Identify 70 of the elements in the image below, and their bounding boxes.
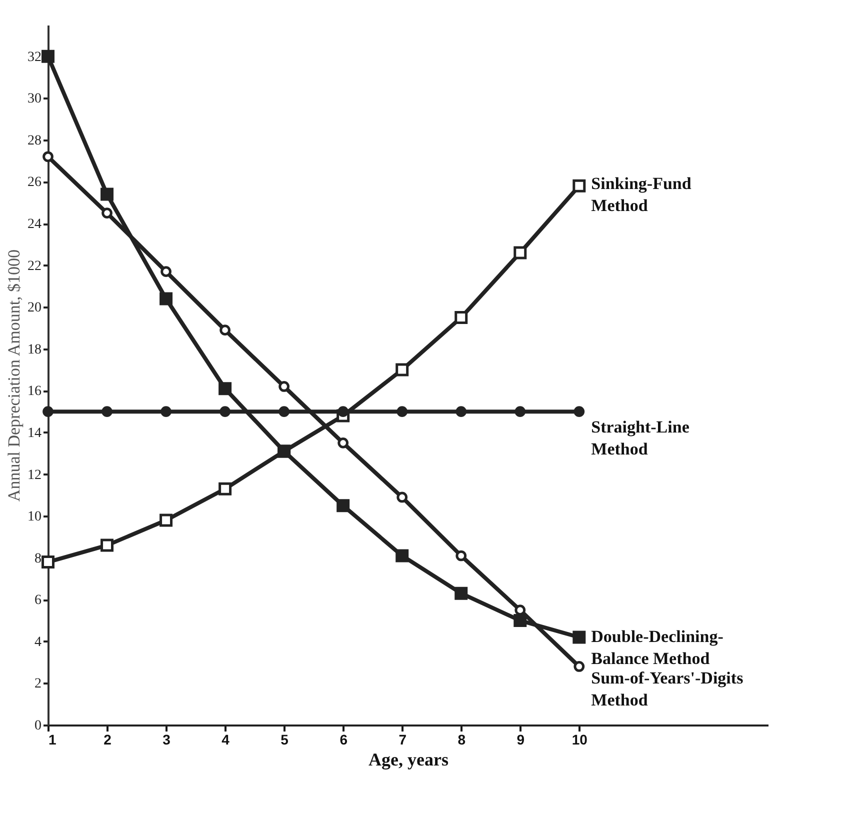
y-tick-label: 28 bbox=[28, 133, 42, 148]
point bbox=[160, 514, 173, 527]
point bbox=[218, 382, 232, 396]
point bbox=[574, 661, 585, 672]
y-tick-label: 32 bbox=[28, 50, 42, 65]
point bbox=[396, 406, 408, 417]
point bbox=[454, 586, 468, 600]
point bbox=[42, 556, 54, 569]
point bbox=[220, 406, 230, 417]
point bbox=[456, 550, 467, 562]
x-tick-label: 5 bbox=[280, 732, 289, 748]
y-tick-label: 12 bbox=[28, 468, 42, 483]
point bbox=[572, 630, 586, 644]
y-tick-label: 18 bbox=[28, 342, 42, 358]
x-tick-label: 3 bbox=[162, 732, 171, 748]
x-tick-label: 9 bbox=[516, 732, 525, 748]
point bbox=[42, 406, 54, 417]
point bbox=[514, 604, 526, 616]
point bbox=[574, 406, 585, 417]
y-tick-label: 24 bbox=[28, 217, 42, 232]
y-tick-label: 6 bbox=[34, 593, 42, 608]
x-tick-label: 8 bbox=[458, 732, 466, 748]
y-tick-label: 0 bbox=[34, 718, 42, 734]
y-tick-label: 20 bbox=[28, 300, 42, 316]
point bbox=[572, 179, 586, 192]
point bbox=[160, 406, 172, 417]
point bbox=[514, 246, 527, 260]
y-tick-label: 22 bbox=[28, 258, 42, 274]
point bbox=[278, 406, 290, 417]
point bbox=[338, 437, 349, 448]
y-tick-label: 2 bbox=[34, 676, 42, 692]
point bbox=[42, 50, 54, 63]
point bbox=[278, 381, 290, 392]
point bbox=[396, 363, 409, 376]
series-label: Straight-Line Method bbox=[591, 418, 690, 459]
point bbox=[454, 311, 468, 324]
point bbox=[160, 266, 172, 277]
y-tick-label: 4 bbox=[34, 634, 42, 650]
point bbox=[220, 324, 230, 336]
point bbox=[396, 492, 408, 503]
x-tick-label: 4 bbox=[222, 732, 230, 748]
point bbox=[514, 406, 526, 417]
point bbox=[100, 538, 114, 552]
x-tick-label: 2 bbox=[104, 732, 112, 748]
point bbox=[42, 151, 54, 162]
point bbox=[102, 406, 112, 417]
x-tick-label: 6 bbox=[340, 732, 348, 748]
x-tick-label: 1 bbox=[48, 732, 56, 748]
series-label: Sinking-Fund Method bbox=[591, 174, 692, 215]
point bbox=[456, 406, 467, 417]
point bbox=[218, 482, 232, 496]
series-label: Sum-of-Years'-Digits Method bbox=[591, 668, 744, 710]
x-tick-label: 7 bbox=[398, 732, 407, 748]
point bbox=[396, 549, 409, 562]
y-tick-label: 30 bbox=[28, 92, 42, 107]
y-axis-title: Annual Depreciation Amount, $1000 bbox=[4, 249, 24, 502]
series-label: Double-Declining- Balance Method bbox=[591, 627, 724, 668]
y-tick-label: 16 bbox=[28, 384, 42, 400]
point bbox=[338, 406, 349, 417]
y-tick-label: 8 bbox=[34, 551, 42, 566]
x-tick-label: 10 bbox=[572, 732, 588, 748]
y-tick-label: 26 bbox=[28, 175, 42, 190]
point bbox=[160, 292, 173, 306]
point bbox=[514, 614, 527, 628]
point bbox=[102, 208, 112, 218]
y-tick-label: 14 bbox=[28, 426, 42, 441]
point bbox=[100, 188, 114, 201]
x-axis-title: Age, years bbox=[368, 750, 448, 770]
point bbox=[336, 499, 350, 512]
y-tick-label: 10 bbox=[28, 510, 42, 525]
